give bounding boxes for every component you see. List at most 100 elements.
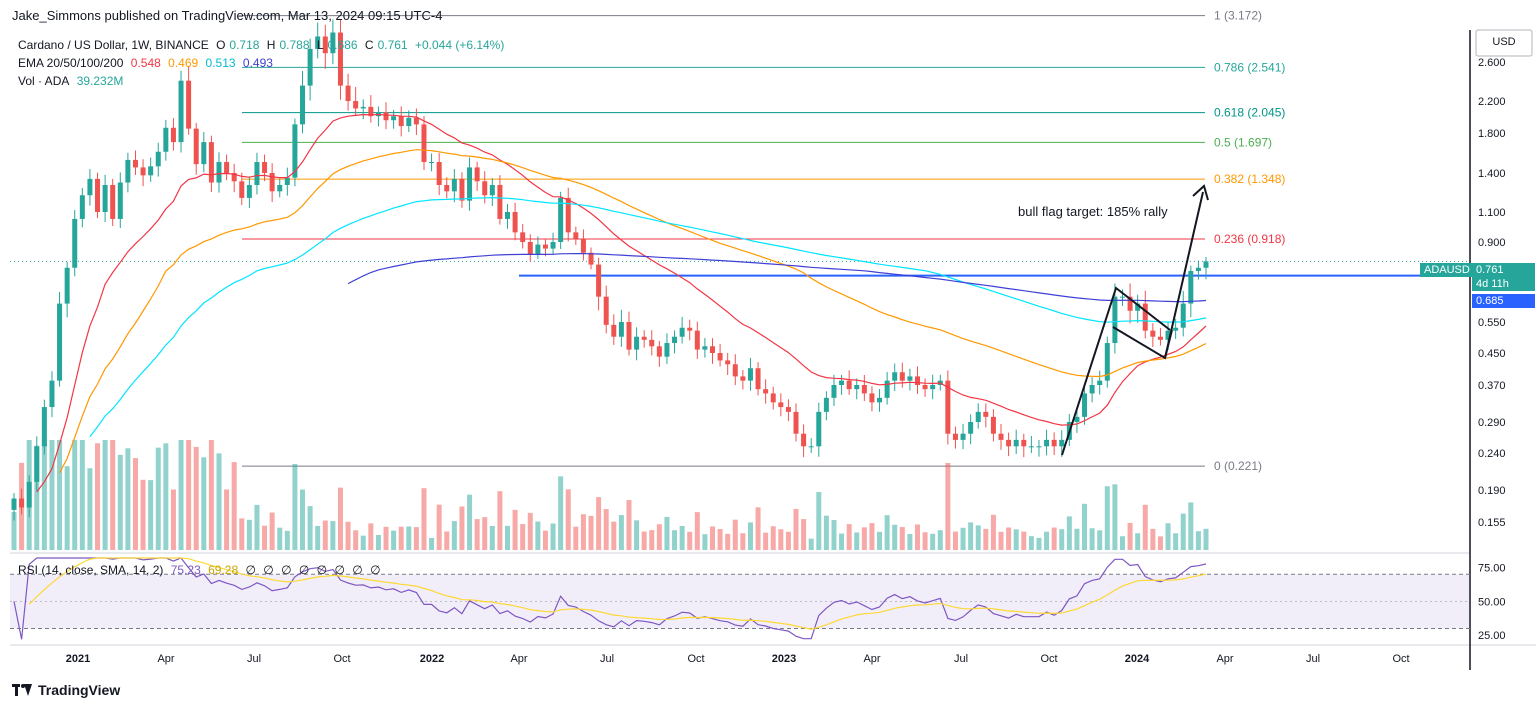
volume-bar xyxy=(998,531,1004,550)
volume-bar xyxy=(148,480,154,550)
candle-body xyxy=(1203,261,1209,268)
candle-body xyxy=(816,411,822,447)
price-axis-label: 2.600 xyxy=(1478,57,1506,69)
candle-body xyxy=(125,159,131,183)
volume-bar xyxy=(41,440,47,550)
volume-bar xyxy=(831,519,837,550)
candle-body xyxy=(132,159,138,168)
volume-bar xyxy=(1059,529,1065,550)
legend-rsi-value: 75.23 xyxy=(170,563,201,577)
rsi-sma-line xyxy=(28,557,1207,630)
volume-bar xyxy=(1112,484,1118,550)
legend-vol-row: Vol · ADA 39.232M xyxy=(18,74,127,88)
legend-rsi-row: RSI (14, close, SMA, 14, 2) 75.23 69.28 … xyxy=(18,563,385,577)
volume-bar xyxy=(178,440,184,550)
volume-bar xyxy=(307,506,313,550)
currency-label[interactable]: USD xyxy=(1492,36,1516,48)
candle-body xyxy=(649,339,655,347)
volume-bar xyxy=(353,530,359,550)
candle-body xyxy=(383,112,389,121)
legend-low: 0.686 xyxy=(327,38,358,52)
volume-bar xyxy=(899,527,905,550)
candle-body xyxy=(535,244,541,255)
candle-body xyxy=(907,376,913,381)
candle-body xyxy=(1127,296,1133,311)
volume-bar xyxy=(34,445,40,550)
volume-bar xyxy=(1074,528,1080,550)
candle-body xyxy=(1195,267,1201,271)
volume-bar xyxy=(1104,486,1110,550)
candle-body xyxy=(914,376,920,385)
ema20-line xyxy=(36,113,1207,493)
candle-body xyxy=(1188,271,1194,304)
candle-body xyxy=(398,116,404,127)
candle-body xyxy=(611,324,617,337)
legend-symbol: Cardano / US Dollar, 1W, BINANCE xyxy=(18,38,209,52)
rsi-line xyxy=(13,557,1207,640)
volume-bar xyxy=(246,519,252,550)
volume-bar xyxy=(968,522,974,550)
volume-bar xyxy=(413,527,419,550)
hline-price-tag: 0.685 xyxy=(1472,294,1535,308)
volume-bar xyxy=(618,515,624,550)
rsi-axis-label: 25.00 xyxy=(1478,630,1506,642)
candle-body xyxy=(451,178,457,192)
volume-bar xyxy=(64,466,70,550)
legend-rsi-na-3: ∅ xyxy=(281,563,292,577)
volume-bar xyxy=(1028,536,1034,550)
candle-body xyxy=(770,393,776,403)
candle-body xyxy=(1150,330,1156,337)
volume-bar xyxy=(725,533,731,550)
candle-body xyxy=(1119,296,1125,298)
volume-bar xyxy=(801,519,807,550)
candle-body xyxy=(467,167,473,201)
volume-bar xyxy=(1165,523,1171,550)
price-axis-label: 1.400 xyxy=(1478,168,1506,180)
candle-body xyxy=(679,327,685,337)
volume-bar xyxy=(626,500,632,550)
legend-rsi-na-2: ∅ xyxy=(263,563,274,577)
time-axis-label: Apr xyxy=(863,653,880,665)
candle-body xyxy=(231,173,237,182)
candle-body xyxy=(1142,303,1148,331)
volume-bar xyxy=(368,523,374,550)
candle-body xyxy=(922,385,928,390)
candle-body xyxy=(512,212,518,233)
candle-body xyxy=(1074,416,1080,422)
candle-body xyxy=(186,80,192,129)
volume-bar xyxy=(672,530,678,550)
volume-bar xyxy=(239,518,245,550)
candle-body xyxy=(785,407,791,412)
volume-bar xyxy=(277,527,283,550)
candle-body xyxy=(239,181,245,198)
volume-bar xyxy=(740,533,746,550)
candle-body xyxy=(558,197,564,242)
legend-ema20: 0.548 xyxy=(130,56,161,70)
volume-bar xyxy=(588,515,594,550)
legend-ema-label: EMA 20/50/100/200 xyxy=(18,56,124,70)
legend-ema50: 0.469 xyxy=(168,56,199,70)
price-axis-label: 0.900 xyxy=(1478,237,1506,249)
candle-body xyxy=(79,195,85,219)
candle-body xyxy=(877,397,883,403)
candle-body xyxy=(482,181,488,196)
volume-bar xyxy=(717,529,723,550)
tradingview-logo[interactable]: TradingView xyxy=(12,682,120,698)
legend-open-key: O xyxy=(216,38,226,52)
candle-body xyxy=(831,385,837,398)
volume-bar xyxy=(558,476,564,550)
volume-bar xyxy=(224,489,230,550)
candle-body xyxy=(421,124,427,163)
volume-bar xyxy=(72,440,78,550)
volume-bar xyxy=(930,533,936,550)
candle-body xyxy=(968,422,974,434)
volume-bar xyxy=(436,504,442,550)
candle-body xyxy=(808,446,814,448)
volume-bar xyxy=(603,509,609,550)
candle-body xyxy=(11,498,17,510)
volume-bar xyxy=(694,512,700,550)
volume-bar xyxy=(269,512,275,550)
candle-body xyxy=(709,346,715,353)
volume-bar xyxy=(322,520,328,550)
